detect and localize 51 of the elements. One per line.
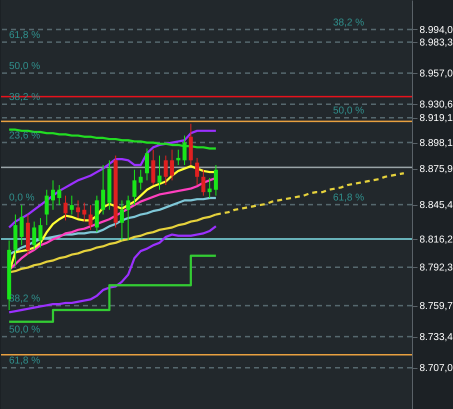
y-tick-label: 8.898,1 bbox=[420, 138, 453, 149]
candlestick bbox=[57, 184, 62, 206]
y-tick-label: 8.759,7 bbox=[420, 301, 453, 312]
candlestick bbox=[138, 169, 143, 190]
annotation: 38,2 % bbox=[333, 17, 364, 28]
y-tick-label: 8.792,3 bbox=[420, 262, 453, 274]
candlestick bbox=[208, 177, 212, 199]
candlestick bbox=[44, 189, 49, 226]
y-tick-label: 8.983,3 bbox=[420, 38, 453, 49]
annotation: 50,0 % bbox=[333, 106, 364, 117]
annotation: 50,0 % bbox=[9, 324, 40, 336]
candlestick bbox=[126, 195, 130, 241]
y-tick-label: 8.875,9 bbox=[420, 164, 453, 176]
line-series bbox=[8, 225, 217, 314]
y-tick-label: 8.733,4 bbox=[420, 332, 453, 344]
candlestick bbox=[88, 204, 93, 230]
candlestick bbox=[120, 200, 124, 241]
annotation: 38,2 % bbox=[9, 294, 40, 305]
annotation: 61,8 % bbox=[333, 192, 364, 204]
candlestick bbox=[151, 149, 156, 186]
y-tick-label: 8.994,0 bbox=[420, 24, 453, 36]
candlestick bbox=[82, 202, 86, 222]
candlestick bbox=[64, 195, 68, 221]
candlestick bbox=[195, 157, 200, 186]
candlestick bbox=[201, 169, 206, 196]
y-tick-label: 8.845,4 bbox=[420, 200, 453, 212]
annotation: 23,6 % bbox=[9, 130, 40, 142]
candlestick bbox=[32, 221, 36, 250]
annotation: 61,8 % bbox=[9, 356, 40, 367]
y-tick-label: 8.707,0 bbox=[420, 363, 453, 374]
candlestick bbox=[144, 148, 149, 181]
annotation: 61,8 % bbox=[9, 30, 40, 42]
y-tick-label: 8.919,1 bbox=[420, 113, 453, 124]
y-tick-label: 8.957,0 bbox=[420, 68, 453, 80]
candlestick bbox=[214, 164, 218, 196]
candlestick bbox=[76, 200, 80, 219]
candlestick bbox=[38, 218, 42, 248]
candlestick bbox=[70, 195, 74, 216]
candlestick bbox=[176, 149, 180, 166]
candlestick bbox=[164, 155, 168, 186]
candlestick bbox=[188, 123, 193, 166]
candlestick bbox=[170, 149, 174, 181]
candlestick bbox=[132, 169, 136, 206]
candlestick bbox=[50, 180, 55, 210]
candlestick bbox=[101, 164, 106, 216]
annotation: 50,0 % bbox=[9, 61, 40, 72]
y-tick-label: 8.930,6 bbox=[420, 100, 453, 111]
y-tick-label: 8.816,2 bbox=[420, 234, 453, 246]
candlestick bbox=[158, 155, 162, 190]
annotation: 0,0 % bbox=[9, 192, 35, 204]
candlestick bbox=[20, 204, 24, 246]
